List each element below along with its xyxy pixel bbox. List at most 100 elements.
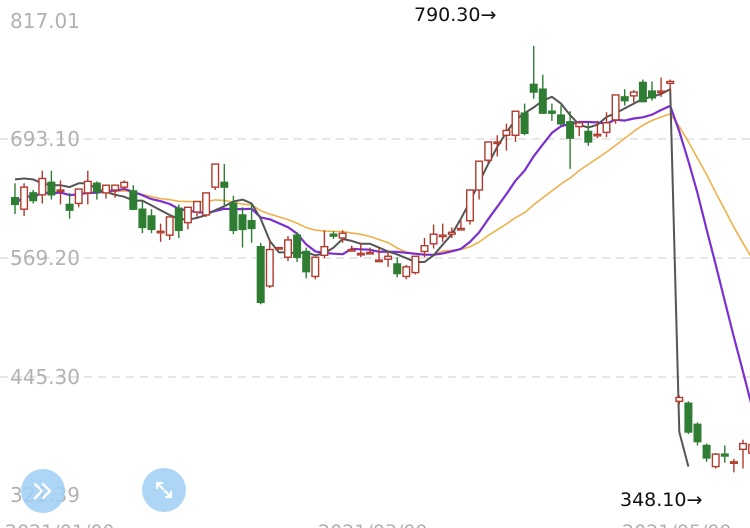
ma10-path — [14, 104, 750, 404]
candle — [566, 111, 575, 169]
candle — [165, 216, 174, 240]
candle — [729, 458, 738, 473]
candle — [111, 184, 120, 198]
candle — [274, 246, 283, 250]
min-price-annotation: 348.10→ — [620, 489, 702, 511]
candle — [575, 122, 584, 137]
candle — [402, 264, 411, 280]
candle — [265, 238, 274, 288]
ma5-path — [14, 88, 690, 467]
candle — [202, 192, 211, 217]
candle — [502, 123, 511, 151]
candle — [20, 183, 29, 216]
candle — [666, 79, 675, 93]
candle — [720, 445, 729, 463]
candle — [356, 242, 365, 258]
candle — [611, 94, 620, 124]
candle — [493, 135, 502, 157]
candle — [101, 184, 110, 199]
candle — [593, 120, 602, 139]
candle — [475, 160, 484, 200]
candle — [229, 195, 238, 235]
max-price-annotation: 790.30→ — [414, 4, 496, 26]
candle — [693, 422, 702, 446]
candle — [211, 163, 220, 191]
candle — [484, 141, 493, 164]
candle — [702, 443, 711, 462]
candle — [147, 209, 156, 234]
candle — [584, 122, 593, 146]
candle — [629, 90, 638, 103]
candle — [675, 395, 684, 405]
candle — [129, 185, 138, 211]
candle — [92, 181, 101, 200]
y-tick-label: 693.10 — [10, 127, 80, 151]
y-tick-label: 569.20 — [10, 246, 80, 270]
candle — [220, 164, 229, 207]
double-chevron-right-icon — [33, 482, 52, 500]
candle — [684, 401, 693, 434]
candle — [538, 74, 547, 114]
candle — [320, 230, 329, 259]
candle — [711, 453, 720, 469]
candle — [10, 183, 19, 215]
candle — [183, 206, 192, 230]
grid-lines — [0, 138, 750, 378]
candle — [438, 223, 447, 242]
x-tick-label: 2021/01/00 — [5, 521, 115, 528]
candle — [192, 200, 201, 217]
candle — [83, 170, 92, 205]
y-tick-label: 817.01 — [10, 9, 80, 33]
candle — [329, 231, 338, 239]
candle — [156, 223, 165, 242]
candle — [384, 250, 393, 267]
candle — [739, 439, 748, 469]
candle — [411, 255, 420, 275]
expand-button[interactable] — [142, 468, 186, 512]
candle — [648, 81, 657, 101]
candle — [120, 180, 129, 191]
candlesticks — [10, 45, 750, 473]
candle — [238, 207, 247, 248]
candle — [466, 189, 475, 225]
candle — [602, 112, 611, 138]
expand-arrows-icon — [155, 481, 173, 499]
candle — [520, 103, 529, 136]
candle — [375, 247, 384, 263]
candle — [529, 45, 538, 99]
candle — [393, 257, 402, 278]
candle — [256, 242, 265, 305]
x-tick-label: 2021/03/00 — [318, 521, 428, 528]
candle — [38, 170, 47, 204]
candle — [247, 203, 256, 243]
x-tick-label: 2021/05/00 — [622, 521, 732, 528]
annotations: 790.30→ 348.10→ — [414, 4, 702, 511]
candle — [365, 247, 374, 255]
candle — [456, 220, 465, 231]
candle — [748, 443, 750, 454]
candle — [29, 190, 38, 204]
candle — [620, 89, 629, 106]
candle — [347, 245, 356, 252]
candle — [447, 227, 456, 239]
candle — [74, 188, 83, 208]
candle — [293, 232, 302, 263]
candle — [511, 110, 520, 142]
candle — [311, 256, 320, 280]
fast-forward-button[interactable] — [21, 469, 65, 513]
candle — [338, 230, 347, 243]
candle — [429, 224, 438, 249]
candle — [547, 103, 556, 121]
ma5-line — [14, 88, 690, 467]
candle — [657, 77, 666, 97]
candle — [420, 238, 429, 258]
candle — [174, 204, 183, 239]
x-axis-labels: 2021/01/00 2021/03/00 2021/05/00 — [5, 521, 732, 528]
ma10-line — [14, 104, 750, 404]
candle — [302, 247, 311, 279]
candle — [56, 180, 65, 205]
candle — [47, 170, 56, 200]
candle — [138, 201, 147, 234]
